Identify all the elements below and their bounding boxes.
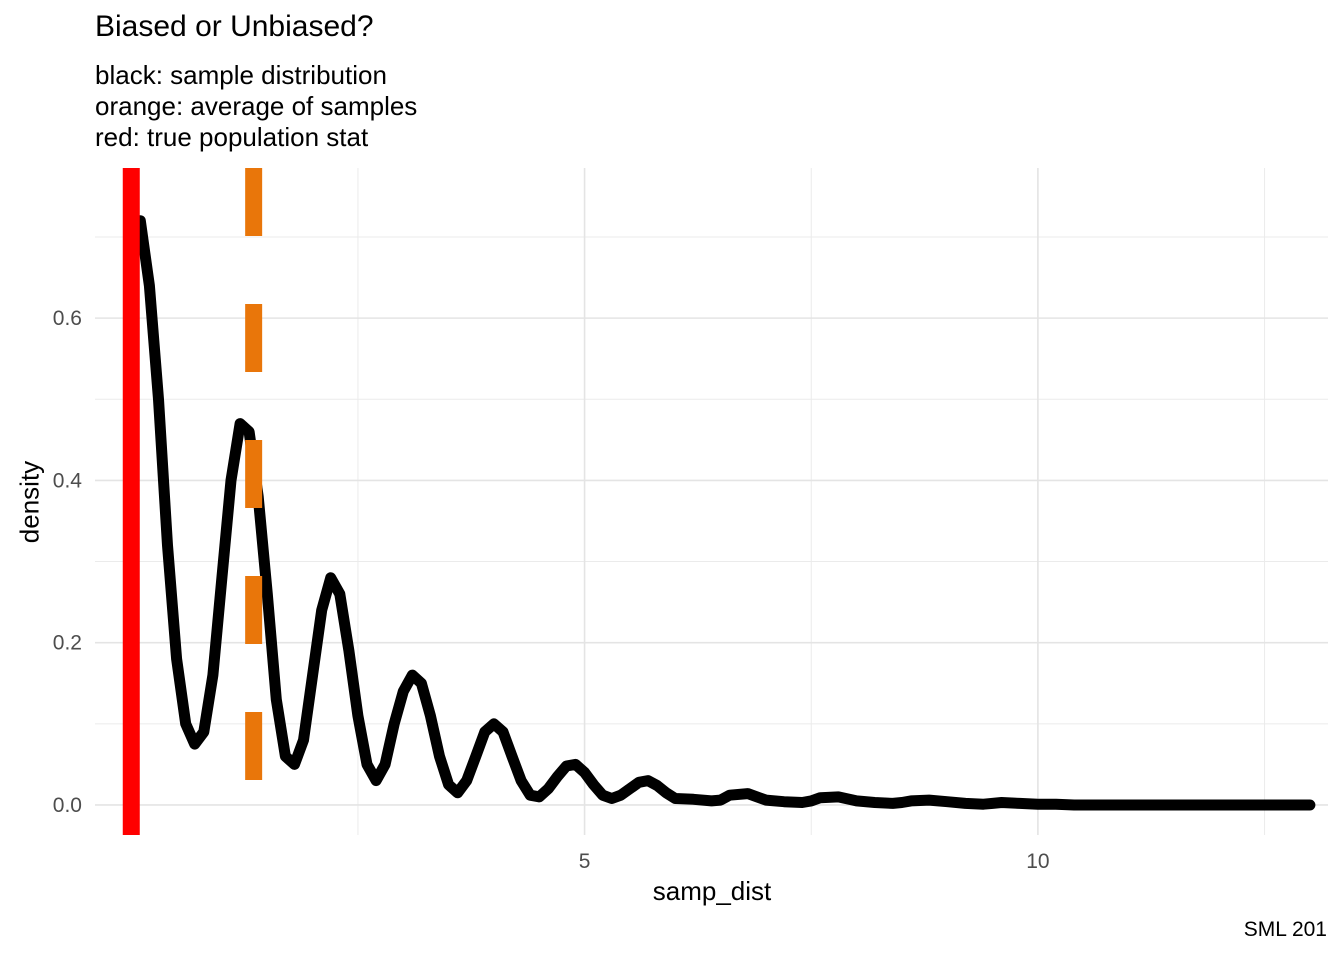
y-tick-label: 0.4 bbox=[53, 469, 83, 492]
chart-title: Biased or Unbiased? bbox=[95, 10, 374, 43]
x-axis-label: samp_dist bbox=[652, 876, 772, 906]
reference-lines bbox=[122, 168, 263, 835]
y-tick-label: 0.0 bbox=[53, 794, 82, 817]
density-curve bbox=[134, 215, 1316, 811]
series-layer bbox=[134, 215, 1316, 811]
x-tick-label: 5 bbox=[579, 850, 591, 873]
tick-labels: 5 10 0.0 0.2 0.4 0.6 bbox=[53, 307, 1050, 873]
y-axis-label: density bbox=[14, 460, 45, 544]
y-tick-label: 0.2 bbox=[53, 632, 82, 655]
chart-subtitle-line-2: orange: average of samples bbox=[95, 91, 418, 121]
chart-subtitle-line-3: red: true population stat bbox=[95, 122, 369, 152]
y-tick-label: 0.6 bbox=[53, 307, 82, 330]
chart-caption: SML 201 bbox=[1243, 918, 1327, 941]
x-tick-label: 10 bbox=[1026, 850, 1049, 873]
chart-subtitle-line-1: black: sample distribution bbox=[95, 60, 387, 90]
